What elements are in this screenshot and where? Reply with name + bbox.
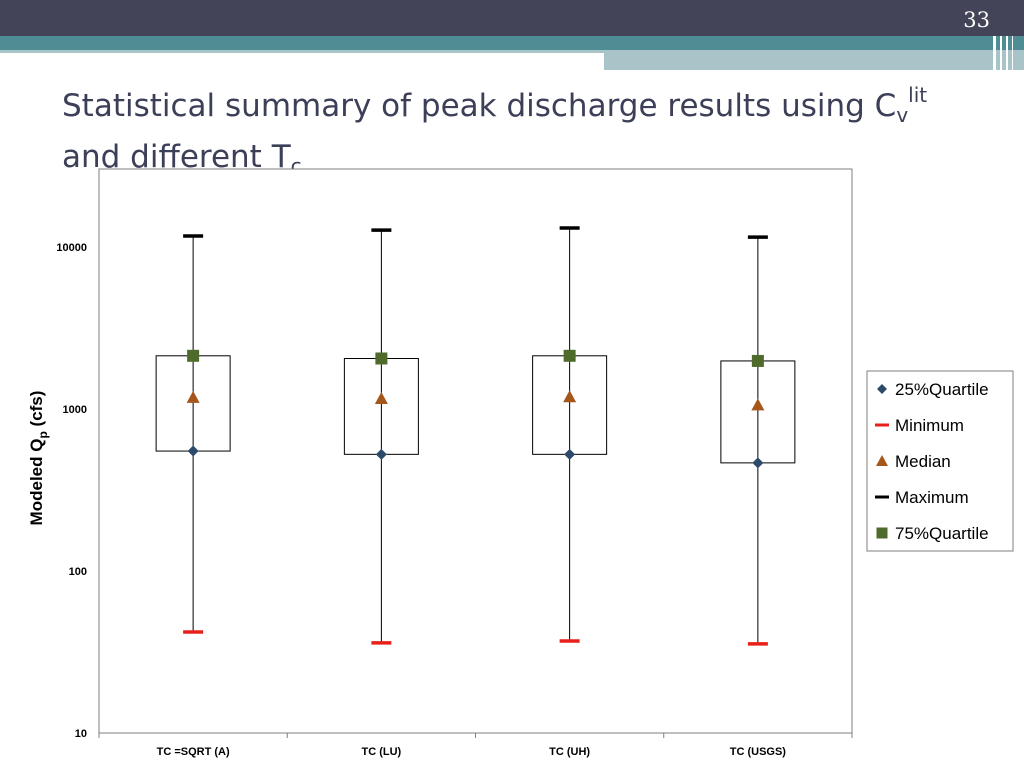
x-tick-label: TC =SQRT (A) xyxy=(157,746,230,758)
q75-marker xyxy=(187,349,200,362)
median-marker xyxy=(186,390,200,403)
header-stripe xyxy=(1000,36,1002,70)
box-group xyxy=(343,228,419,645)
title-superscript-lit: lit xyxy=(908,83,928,107)
chart-layer: 10 100 1000 10000 TC =SQRT (A) TC (LU) TC (UH)… xyxy=(56,226,1014,758)
legend: 25%Quartile Minimum Median Maximum 75%Quarti… xyxy=(866,370,1014,552)
q75-marker xyxy=(751,354,764,367)
title-text: Statistical summary of peak discharge re… xyxy=(62,88,897,124)
legend-label: 25%Quartile xyxy=(895,380,989,399)
y-tick-label: 10000 xyxy=(56,242,87,254)
slide-title: Statistical summary of peak discharge re… xyxy=(62,74,962,187)
legend-square-icon xyxy=(876,527,888,539)
q75-marker xyxy=(375,352,388,365)
q25-marker xyxy=(752,457,764,469)
header-band-dark xyxy=(0,0,1024,36)
legend-label: Maximum xyxy=(895,488,969,507)
header-stripe xyxy=(993,36,996,70)
slide-number: 33 xyxy=(963,8,990,32)
legend-label: 75%Quartile xyxy=(895,524,989,543)
legend-diamond-icon xyxy=(877,384,887,394)
median-marker xyxy=(751,398,765,411)
header-band-teal xyxy=(0,36,1024,50)
x-tick-label: TC (LU) xyxy=(362,746,402,758)
legend-box xyxy=(866,370,1014,552)
q25-marker xyxy=(375,448,387,460)
q25-marker xyxy=(187,445,199,457)
legend-label: Median xyxy=(895,452,951,471)
box-group xyxy=(720,235,796,646)
header-band-light-left xyxy=(0,50,604,53)
x-tick-label: TC (USGS) xyxy=(730,746,787,758)
y-tick-label: 100 xyxy=(69,566,87,578)
header-band-light xyxy=(604,50,1024,70)
y-tick-label: 10 xyxy=(75,728,87,740)
title-subscript-v: v xyxy=(896,103,909,127)
header-stripe xyxy=(1006,36,1008,70)
median-marker xyxy=(374,392,388,405)
legend-triangle-icon xyxy=(876,455,888,466)
median-marker xyxy=(563,390,577,403)
title-subscript-c: c xyxy=(290,154,302,178)
y-tick-label: 1000 xyxy=(63,404,87,416)
box-group xyxy=(155,234,231,634)
x-tick-label: TC (UH) xyxy=(549,746,590,758)
q25-marker xyxy=(564,448,576,460)
q75-marker xyxy=(563,349,576,362)
legend-label: Minimum xyxy=(895,416,964,435)
y-axis-label: Modeled Qp (cfs) xyxy=(27,391,50,526)
box-group xyxy=(532,226,608,643)
header-stripe xyxy=(1012,36,1013,70)
